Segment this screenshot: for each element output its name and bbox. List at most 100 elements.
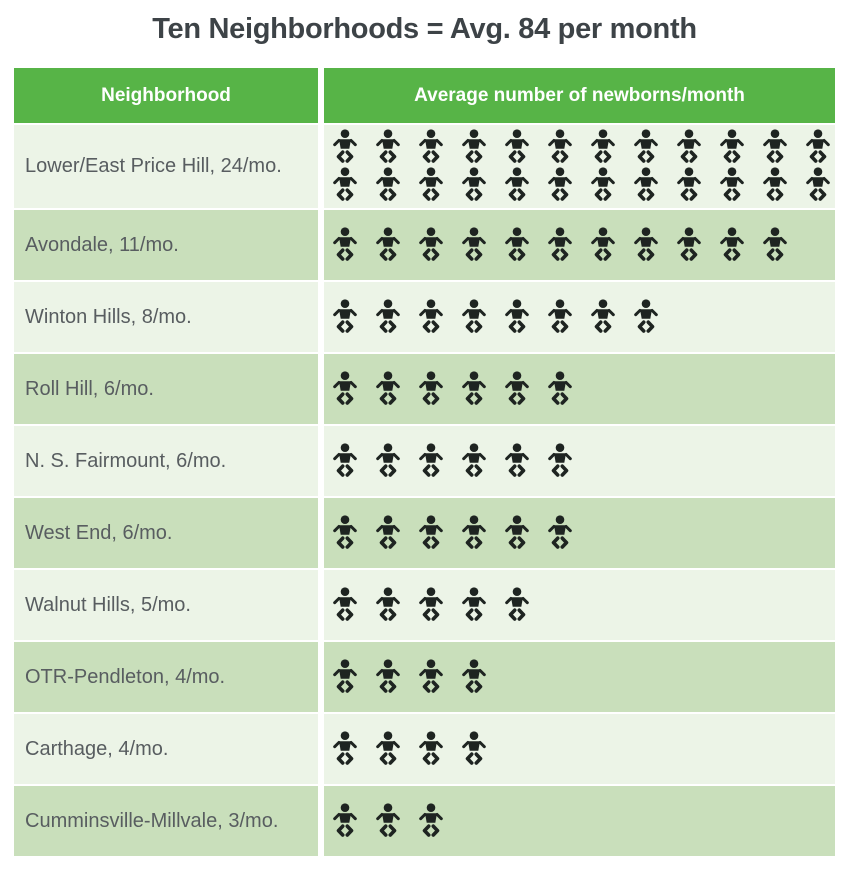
neighborhood-label: Cumminsville-Millvale, 3/mo. (25, 809, 279, 832)
neighborhood-label: N. S. Fairmount, 6/mo. (25, 449, 227, 472)
icons-cell (324, 570, 835, 640)
baby-icon (376, 442, 400, 477)
neighborhood-label: West End, 6/mo. (25, 521, 173, 544)
baby-icon (419, 658, 443, 693)
baby-icon (720, 226, 744, 261)
table-row: Cumminsville-Millvale, 3/mo. (14, 786, 835, 856)
baby-icon (548, 298, 572, 333)
table-row: West End, 6/mo. (14, 498, 835, 568)
baby-icon (376, 658, 400, 693)
baby-icon (677, 129, 701, 163)
column-header-neighborhood: Neighborhood (14, 68, 318, 123)
baby-icon (505, 442, 529, 477)
neighborhood-cell: Walnut Hills, 5/mo. (14, 570, 318, 640)
baby-icon (462, 298, 486, 333)
chart-title: Ten Neighborhoods = Avg. 84 per month (152, 13, 697, 45)
baby-icon (806, 129, 830, 163)
neighborhood-label: Carthage, 4/mo. (25, 737, 169, 760)
baby-icon (376, 514, 400, 549)
neighborhood-cell: OTR-Pendleton, 4/mo. (14, 642, 318, 712)
table-row: Avondale, 11/mo. (14, 210, 835, 280)
baby-icon (677, 167, 701, 201)
baby-icon (505, 167, 529, 201)
baby-icon (333, 370, 357, 405)
baby-icon (419, 514, 443, 549)
table-row: Carthage, 4/mo. (14, 714, 835, 784)
neighborhood-label: Roll Hill, 6/mo. (25, 377, 154, 400)
baby-icon (677, 226, 701, 261)
baby-icon (548, 514, 572, 549)
baby-icon (419, 298, 443, 333)
baby-icon (376, 802, 400, 837)
neighborhood-cell: West End, 6/mo. (14, 498, 318, 568)
baby-icon (634, 167, 658, 201)
baby-icon (462, 129, 486, 163)
baby-icon (462, 586, 486, 621)
icons-cell (324, 282, 835, 352)
table-row: Lower/East Price Hill, 24/mo. (14, 125, 835, 208)
baby-icon (763, 226, 787, 261)
baby-icon (548, 370, 572, 405)
baby-icon (720, 167, 744, 201)
baby-icon (763, 129, 787, 163)
table-row: Roll Hill, 6/mo. (14, 354, 835, 424)
table-row: Walnut Hills, 5/mo. (14, 570, 835, 640)
baby-icon (333, 129, 357, 163)
icons-cell (324, 426, 835, 496)
pictograph-table: Neighborhood Average number of newborns/… (14, 68, 835, 856)
baby-icon (419, 129, 443, 163)
icons-cell (324, 498, 835, 568)
baby-icon (548, 129, 572, 163)
table-body: Lower/East Price Hill, 24/mo. (14, 125, 835, 856)
baby-icon (548, 167, 572, 201)
table-row: N. S. Fairmount, 6/mo. (14, 426, 835, 496)
neighborhood-cell: Lower/East Price Hill, 24/mo. (14, 125, 318, 208)
baby-icon (548, 226, 572, 261)
icons-cell (324, 125, 835, 208)
baby-icon (720, 129, 744, 163)
baby-icon (462, 370, 486, 405)
baby-icon (634, 129, 658, 163)
baby-icon (505, 129, 529, 163)
baby-icon (333, 226, 357, 261)
baby-icon (806, 167, 830, 201)
baby-icon (634, 226, 658, 261)
baby-icon (376, 586, 400, 621)
baby-icon (333, 514, 357, 549)
baby-icon (376, 730, 400, 765)
baby-icon (505, 226, 529, 261)
baby-icon (591, 226, 615, 261)
baby-icon (634, 298, 658, 333)
baby-icon (333, 730, 357, 765)
icons-cell (324, 642, 835, 712)
neighborhood-label: Walnut Hills, 5/mo. (25, 593, 191, 616)
baby-icon (376, 298, 400, 333)
baby-icon (333, 167, 357, 201)
table-row: OTR-Pendleton, 4/mo. (14, 642, 835, 712)
baby-icon (462, 514, 486, 549)
baby-icon (462, 658, 486, 693)
neighborhood-cell: Cumminsville-Millvale, 3/mo. (14, 786, 318, 856)
baby-icon (419, 442, 443, 477)
column-header-average-newborns: Average number of newborns/month (324, 68, 835, 123)
baby-icon (505, 370, 529, 405)
neighborhood-cell: Winton Hills, 8/mo. (14, 282, 318, 352)
baby-icon (419, 586, 443, 621)
neighborhood-cell: Avondale, 11/mo. (14, 210, 318, 280)
icons-cell (324, 714, 835, 784)
baby-icon (462, 730, 486, 765)
neighborhood-label: OTR-Pendleton, 4/mo. (25, 665, 226, 688)
baby-icon (462, 167, 486, 201)
icons-cell (324, 354, 835, 424)
baby-icon (333, 298, 357, 333)
baby-icon (462, 226, 486, 261)
baby-icon (505, 298, 529, 333)
baby-icon (419, 226, 443, 261)
baby-icon (376, 370, 400, 405)
table-header-row: Neighborhood Average number of newborns/… (14, 68, 835, 123)
baby-icon (333, 586, 357, 621)
baby-icon (333, 658, 357, 693)
baby-icon (376, 226, 400, 261)
neighborhood-label: Avondale, 11/mo. (25, 233, 179, 256)
